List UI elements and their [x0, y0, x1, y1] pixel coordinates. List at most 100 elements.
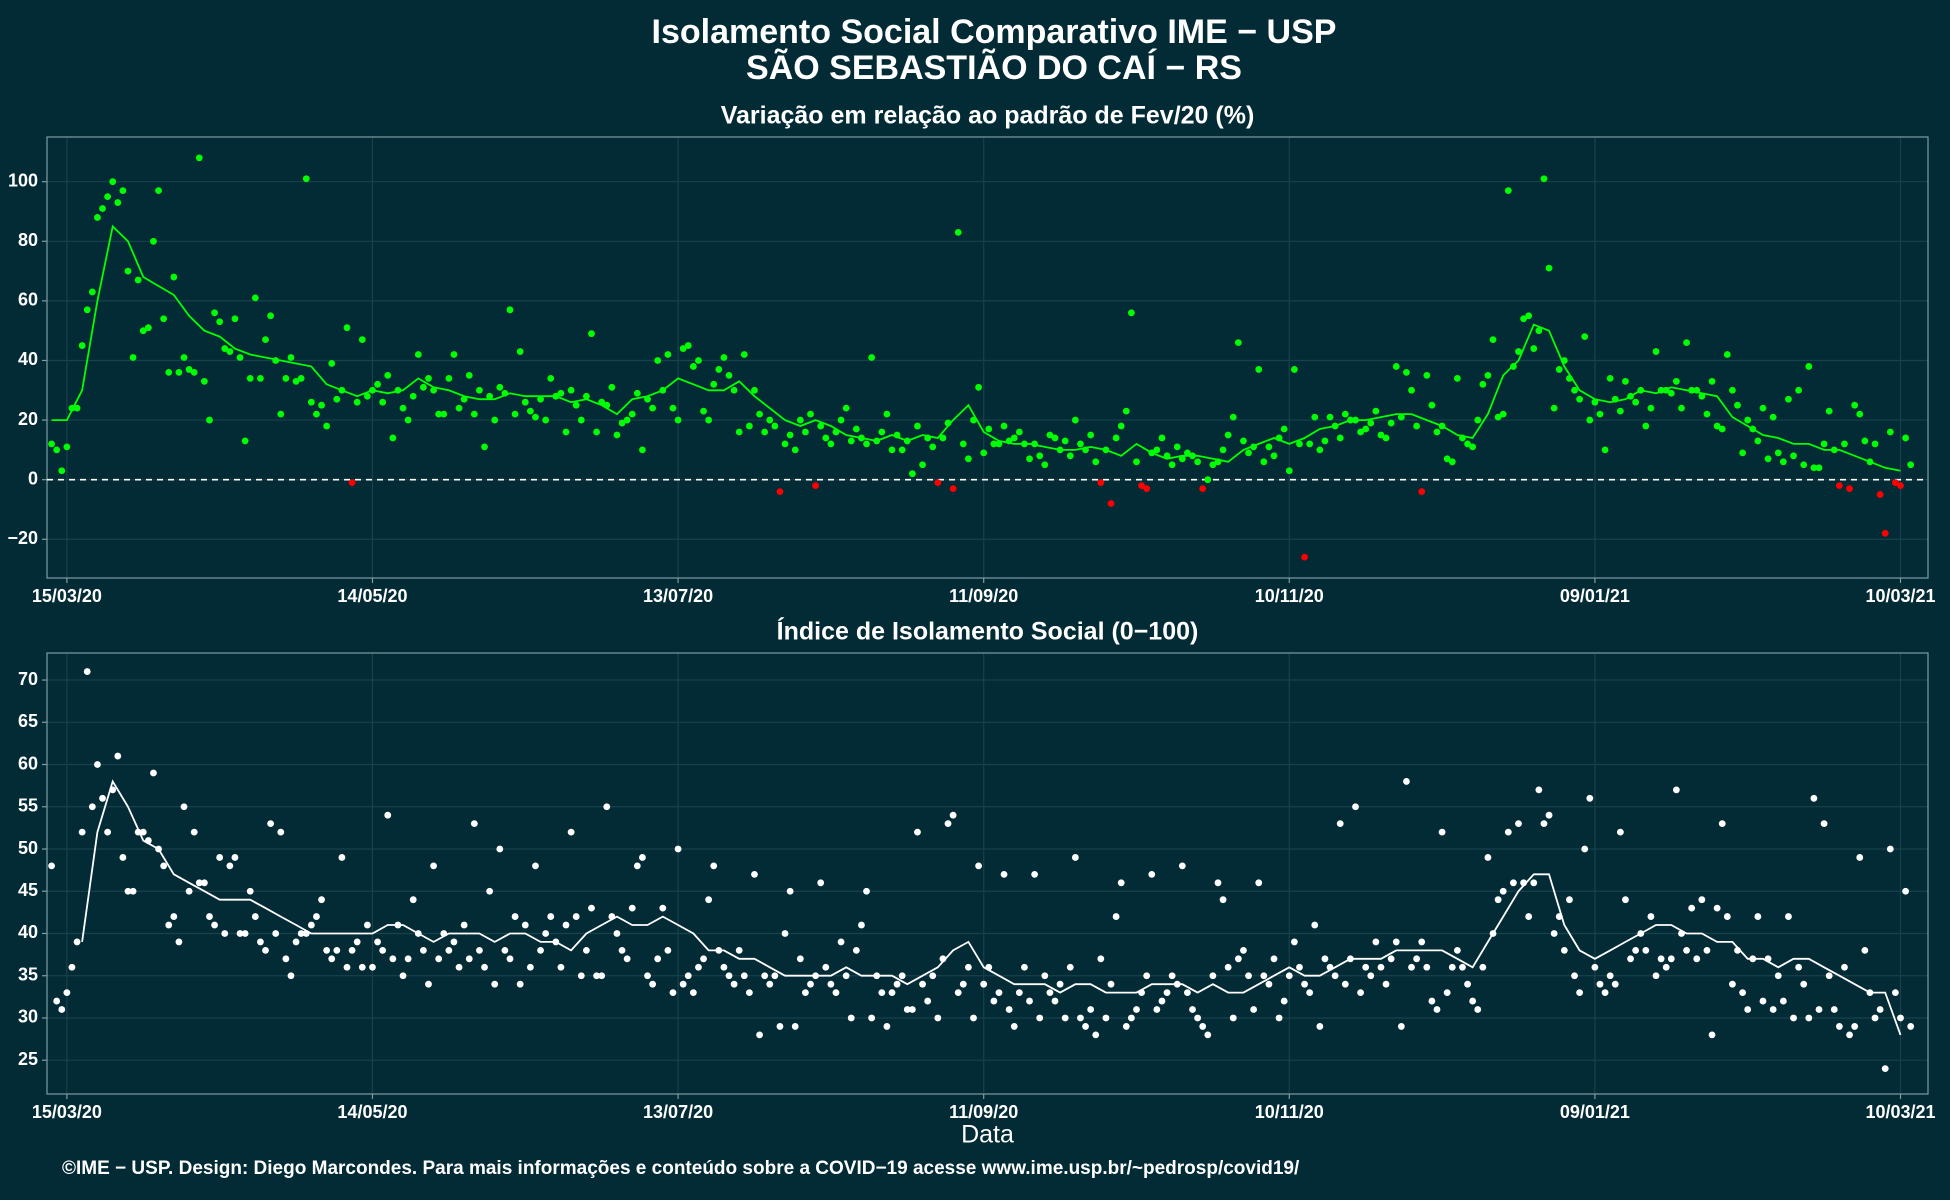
data-point: [440, 930, 448, 937]
data-point: [516, 348, 524, 355]
data-point: [654, 955, 662, 963]
data-point: [1041, 461, 1049, 469]
data-point: [1234, 339, 1242, 347]
data-point: [73, 404, 81, 412]
x-tick-label: 15/03/20: [32, 586, 102, 606]
data-point: [1693, 386, 1701, 394]
data-point: [1601, 989, 1609, 997]
data-point: [802, 428, 809, 436]
data-point: [1616, 828, 1624, 836]
data-point: [491, 980, 499, 988]
data-point: [1805, 363, 1813, 370]
data-point: [1703, 410, 1711, 418]
data-point: [649, 980, 657, 988]
data-point: [893, 431, 901, 439]
data-point: [1041, 972, 1049, 980]
data-point: [633, 862, 641, 870]
data-point: [1382, 980, 1390, 988]
data-point: [878, 989, 886, 997]
data-point: [705, 416, 713, 424]
data-point: [358, 963, 366, 971]
data-point: [450, 938, 458, 946]
data-point: [1367, 972, 1375, 980]
data-point: [1408, 963, 1415, 971]
data-point: [1494, 413, 1502, 421]
data-point: [1352, 416, 1359, 424]
data-point: [414, 351, 422, 358]
data-point: [1082, 1023, 1089, 1030]
data-point: [1637, 930, 1645, 937]
data-point: [343, 963, 351, 971]
data-point: [1729, 980, 1736, 988]
data-point: [399, 972, 407, 980]
data-point: [822, 434, 830, 442]
data-point: [200, 377, 208, 385]
data-point: [1540, 175, 1548, 183]
data-point: [735, 946, 743, 954]
data-point: [353, 398, 361, 406]
data-point: [832, 989, 840, 997]
data-point: [1433, 428, 1441, 436]
y-tick-label: 100: [8, 170, 38, 190]
data-point: [1902, 434, 1909, 442]
data-point: [852, 425, 860, 433]
data-point: [1897, 482, 1904, 490]
data-point: [119, 187, 127, 195]
data-point: [1474, 416, 1482, 424]
data-point: [868, 354, 876, 361]
data-point: [302, 175, 310, 183]
data-point: [1846, 1031, 1853, 1039]
data-point: [959, 980, 967, 988]
data-point: [1010, 434, 1018, 442]
data-point: [1418, 938, 1426, 946]
data-point: [160, 862, 168, 870]
data-point: [1596, 410, 1604, 418]
data-point: [435, 955, 443, 963]
data-point: [1178, 455, 1186, 463]
data-point: [1550, 930, 1558, 937]
data-point: [1708, 377, 1716, 385]
y-tick-label: 40: [18, 349, 38, 369]
data-point: [1392, 938, 1400, 946]
data-point: [863, 887, 870, 895]
plot-border: [46, 652, 1929, 1095]
data-point: [1158, 997, 1166, 1005]
data-point: [496, 383, 504, 391]
data-point: [1000, 870, 1008, 878]
data-point: [1097, 955, 1105, 963]
data-point: [1214, 458, 1222, 466]
data-point: [1326, 963, 1334, 971]
data-point: [1347, 416, 1354, 424]
data-point: [964, 455, 972, 463]
data-point: [1255, 366, 1263, 373]
data-point: [369, 386, 376, 394]
data-point: [939, 955, 947, 963]
data-point: [725, 371, 733, 379]
data-point: [944, 820, 952, 828]
data-point: [654, 357, 662, 364]
data-point: [776, 1023, 784, 1030]
data-point: [700, 955, 707, 963]
data-point: [1015, 428, 1023, 436]
data-point: [970, 1014, 977, 1022]
data-point: [1647, 404, 1655, 412]
data-point: [1046, 989, 1054, 997]
data-point: [1224, 431, 1232, 439]
data-point: [888, 989, 896, 997]
data-point: [858, 921, 865, 929]
data-point: [659, 386, 667, 394]
data-point: [924, 997, 932, 1005]
data-point: [1520, 315, 1527, 323]
data-point: [725, 972, 733, 980]
data-point: [1820, 440, 1828, 448]
data-point: [104, 828, 112, 836]
data-point: [1438, 828, 1446, 836]
data-point: [1133, 458, 1140, 466]
x-tick-label: 11/09/20: [949, 1102, 1018, 1122]
data-point: [1657, 386, 1665, 394]
data-point: [277, 410, 285, 418]
data-point: [1377, 431, 1385, 439]
data-point: [1051, 434, 1059, 442]
data-point: [445, 946, 453, 954]
data-point: [1357, 428, 1364, 436]
